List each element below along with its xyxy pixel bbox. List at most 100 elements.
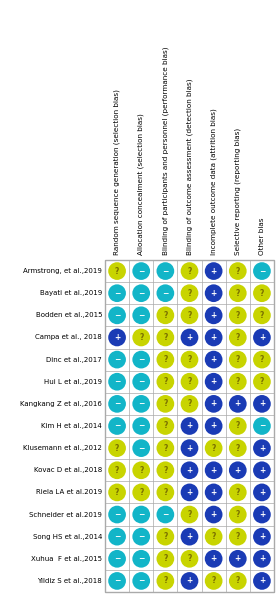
Circle shape	[157, 417, 174, 435]
Text: ?: ?	[163, 377, 168, 386]
Circle shape	[108, 506, 126, 523]
Text: ?: ?	[187, 554, 192, 563]
Text: ?: ?	[235, 532, 240, 541]
Circle shape	[229, 417, 247, 435]
Circle shape	[253, 572, 271, 590]
Text: +: +	[259, 554, 265, 563]
Text: +: +	[211, 355, 217, 364]
Text: ?: ?	[139, 466, 143, 475]
Circle shape	[157, 262, 174, 280]
Text: Kovac D et al.,2018: Kovac D et al.,2018	[34, 467, 102, 473]
Circle shape	[181, 506, 198, 523]
Circle shape	[181, 572, 198, 590]
Circle shape	[108, 439, 126, 457]
Circle shape	[253, 550, 271, 568]
Circle shape	[253, 484, 271, 501]
Text: −: −	[114, 355, 120, 364]
Text: Hui L et al.,2019: Hui L et al.,2019	[44, 379, 102, 385]
Text: +: +	[235, 466, 241, 475]
Text: ?: ?	[187, 289, 192, 298]
Text: Allocation concealment (selection bias): Allocation concealment (selection bias)	[138, 113, 145, 255]
Circle shape	[205, 395, 222, 413]
Circle shape	[132, 262, 150, 280]
Text: ?: ?	[235, 377, 240, 386]
Text: ?: ?	[235, 266, 240, 275]
Text: −: −	[162, 266, 169, 275]
Circle shape	[229, 550, 247, 568]
Text: −: −	[138, 289, 145, 298]
Circle shape	[108, 528, 126, 545]
Circle shape	[181, 461, 198, 479]
Text: −: −	[114, 421, 120, 431]
Circle shape	[253, 373, 271, 391]
Circle shape	[181, 262, 198, 280]
Circle shape	[132, 417, 150, 435]
Text: −: −	[162, 510, 169, 519]
Text: Kangkang Z et al.,2016: Kangkang Z et al.,2016	[20, 401, 102, 407]
Circle shape	[132, 439, 150, 457]
Circle shape	[157, 484, 174, 501]
Text: −: −	[162, 289, 169, 298]
Circle shape	[205, 484, 222, 501]
Circle shape	[108, 329, 126, 346]
Circle shape	[205, 506, 222, 523]
Circle shape	[253, 262, 271, 280]
Circle shape	[132, 284, 150, 302]
Text: ?: ?	[235, 289, 240, 298]
Circle shape	[132, 484, 150, 501]
Circle shape	[108, 373, 126, 391]
Text: +: +	[259, 333, 265, 342]
Circle shape	[229, 307, 247, 324]
Circle shape	[229, 506, 247, 523]
Text: Bodden et al.,2015: Bodden et al.,2015	[35, 313, 102, 319]
Circle shape	[132, 461, 150, 479]
Circle shape	[157, 528, 174, 545]
Text: +: +	[259, 510, 265, 519]
Circle shape	[229, 329, 247, 346]
Circle shape	[157, 439, 174, 457]
Text: Other bias: Other bias	[259, 217, 265, 255]
Text: −: −	[138, 577, 145, 586]
Text: +: +	[259, 532, 265, 541]
Circle shape	[205, 417, 222, 435]
Circle shape	[157, 373, 174, 391]
Circle shape	[205, 461, 222, 479]
Circle shape	[132, 528, 150, 545]
Circle shape	[181, 528, 198, 545]
Text: ?: ?	[235, 443, 240, 452]
Text: ?: ?	[260, 377, 264, 386]
Text: +: +	[259, 488, 265, 497]
Circle shape	[229, 395, 247, 413]
Circle shape	[253, 439, 271, 457]
Text: ?: ?	[260, 355, 264, 364]
Text: +: +	[211, 510, 217, 519]
Circle shape	[205, 439, 222, 457]
Text: ?: ?	[211, 443, 216, 452]
Text: −: −	[138, 377, 145, 386]
Circle shape	[181, 550, 198, 568]
Text: −: −	[138, 554, 145, 563]
Circle shape	[108, 395, 126, 413]
Text: −: −	[114, 289, 120, 298]
Circle shape	[132, 395, 150, 413]
Circle shape	[253, 395, 271, 413]
Text: Campa et al., 2018: Campa et al., 2018	[35, 334, 102, 340]
Text: ?: ?	[163, 466, 168, 475]
Text: ?: ?	[163, 577, 168, 586]
Circle shape	[108, 284, 126, 302]
Text: −: −	[138, 400, 145, 409]
Text: −: −	[138, 443, 145, 452]
Circle shape	[181, 307, 198, 324]
Text: ?: ?	[187, 400, 192, 409]
Circle shape	[205, 284, 222, 302]
Text: ?: ?	[163, 554, 168, 563]
Text: +: +	[259, 466, 265, 475]
Circle shape	[229, 262, 247, 280]
Text: Selective reporting (reporting bias): Selective reporting (reporting bias)	[235, 128, 241, 255]
Circle shape	[205, 550, 222, 568]
Text: ?: ?	[187, 266, 192, 275]
Text: Klusemann et al.,2012: Klusemann et al.,2012	[23, 445, 102, 451]
Text: ?: ?	[115, 488, 119, 497]
Text: −: −	[114, 532, 120, 541]
Text: Blinding of outcome assessment (detection bias): Blinding of outcome assessment (detectio…	[186, 79, 193, 255]
